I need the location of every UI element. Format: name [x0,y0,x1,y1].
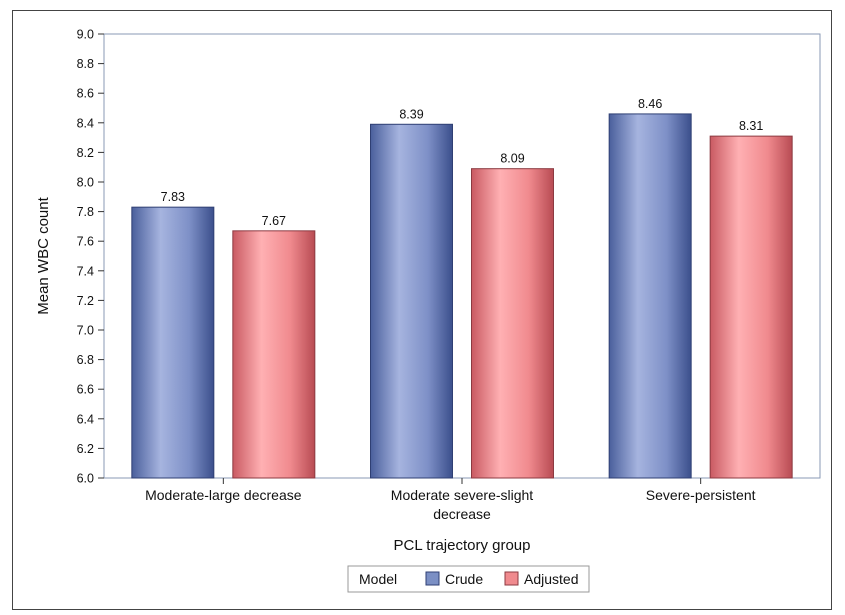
data-label: 7.83 [161,190,185,204]
legend-box [347,565,590,593]
y-axis-title: Mean WBC count [35,196,52,314]
x-category-label: Moderate-large decrease [145,487,302,503]
bars: 7.83 7.67 8.39 8.09 8.46 8.31 [131,97,793,479]
y-tick-label: 8.6 [77,87,94,101]
y-tick-label: 7.6 [77,235,94,249]
plot-area [103,33,821,479]
x-category-label: decrease [433,506,491,522]
y-tick-label: 8.4 [77,116,94,130]
data-label: 8.46 [638,97,662,111]
y-tick-label: 6.2 [77,442,94,456]
bar-crude [370,123,453,479]
data-label: 8.31 [739,119,763,133]
legend: Model Crude Adjusted [347,565,590,593]
y-tick-label: 9.0 [77,28,94,42]
y-tick-label: 7.8 [77,205,94,219]
y-tick-label: 8.0 [77,176,94,190]
legend-swatch-crude [425,571,440,586]
bar-adjusted [709,135,793,479]
bar-adjusted [232,230,316,479]
bar-crude [608,113,692,479]
y-tick-label: 7.0 [77,324,94,338]
data-label: 8.09 [500,152,524,166]
y-tick-label: 6.4 [77,412,94,426]
legend-title: Model [359,571,397,587]
x-category-label: Severe-persistent [646,487,756,503]
data-label: 8.39 [399,107,423,121]
legend-label-crude: Crude [445,571,483,587]
bar-adjusted [471,168,554,479]
x-axis-title: PCL trajectory group [393,537,530,554]
y-tick-label: 8.8 [77,57,94,71]
y-tick-label: 6.6 [77,383,94,397]
y-axis: 6.0 6.2 6.4 6.6 6.8 7.0 7.2 7.4 7.6 7.8 8.0 8.2 8.4 8… [77,28,104,486]
legend-label-adjusted: Adjusted [524,571,578,587]
bar-crude [131,206,215,479]
legend-swatch-adjusted [504,571,519,586]
y-tick-label: 7.4 [77,264,94,278]
data-label: 7.67 [262,214,286,228]
y-tick-label: 7.2 [77,294,94,308]
y-tick-label: 8.2 [77,146,94,160]
y-tick-label: 6.0 [77,472,94,486]
x-axis-categories: Moderate-large decrease Moderate severe-s… [145,478,756,522]
y-tick-label: 6.8 [77,353,94,367]
x-category-label: Moderate severe-slight [391,487,534,503]
